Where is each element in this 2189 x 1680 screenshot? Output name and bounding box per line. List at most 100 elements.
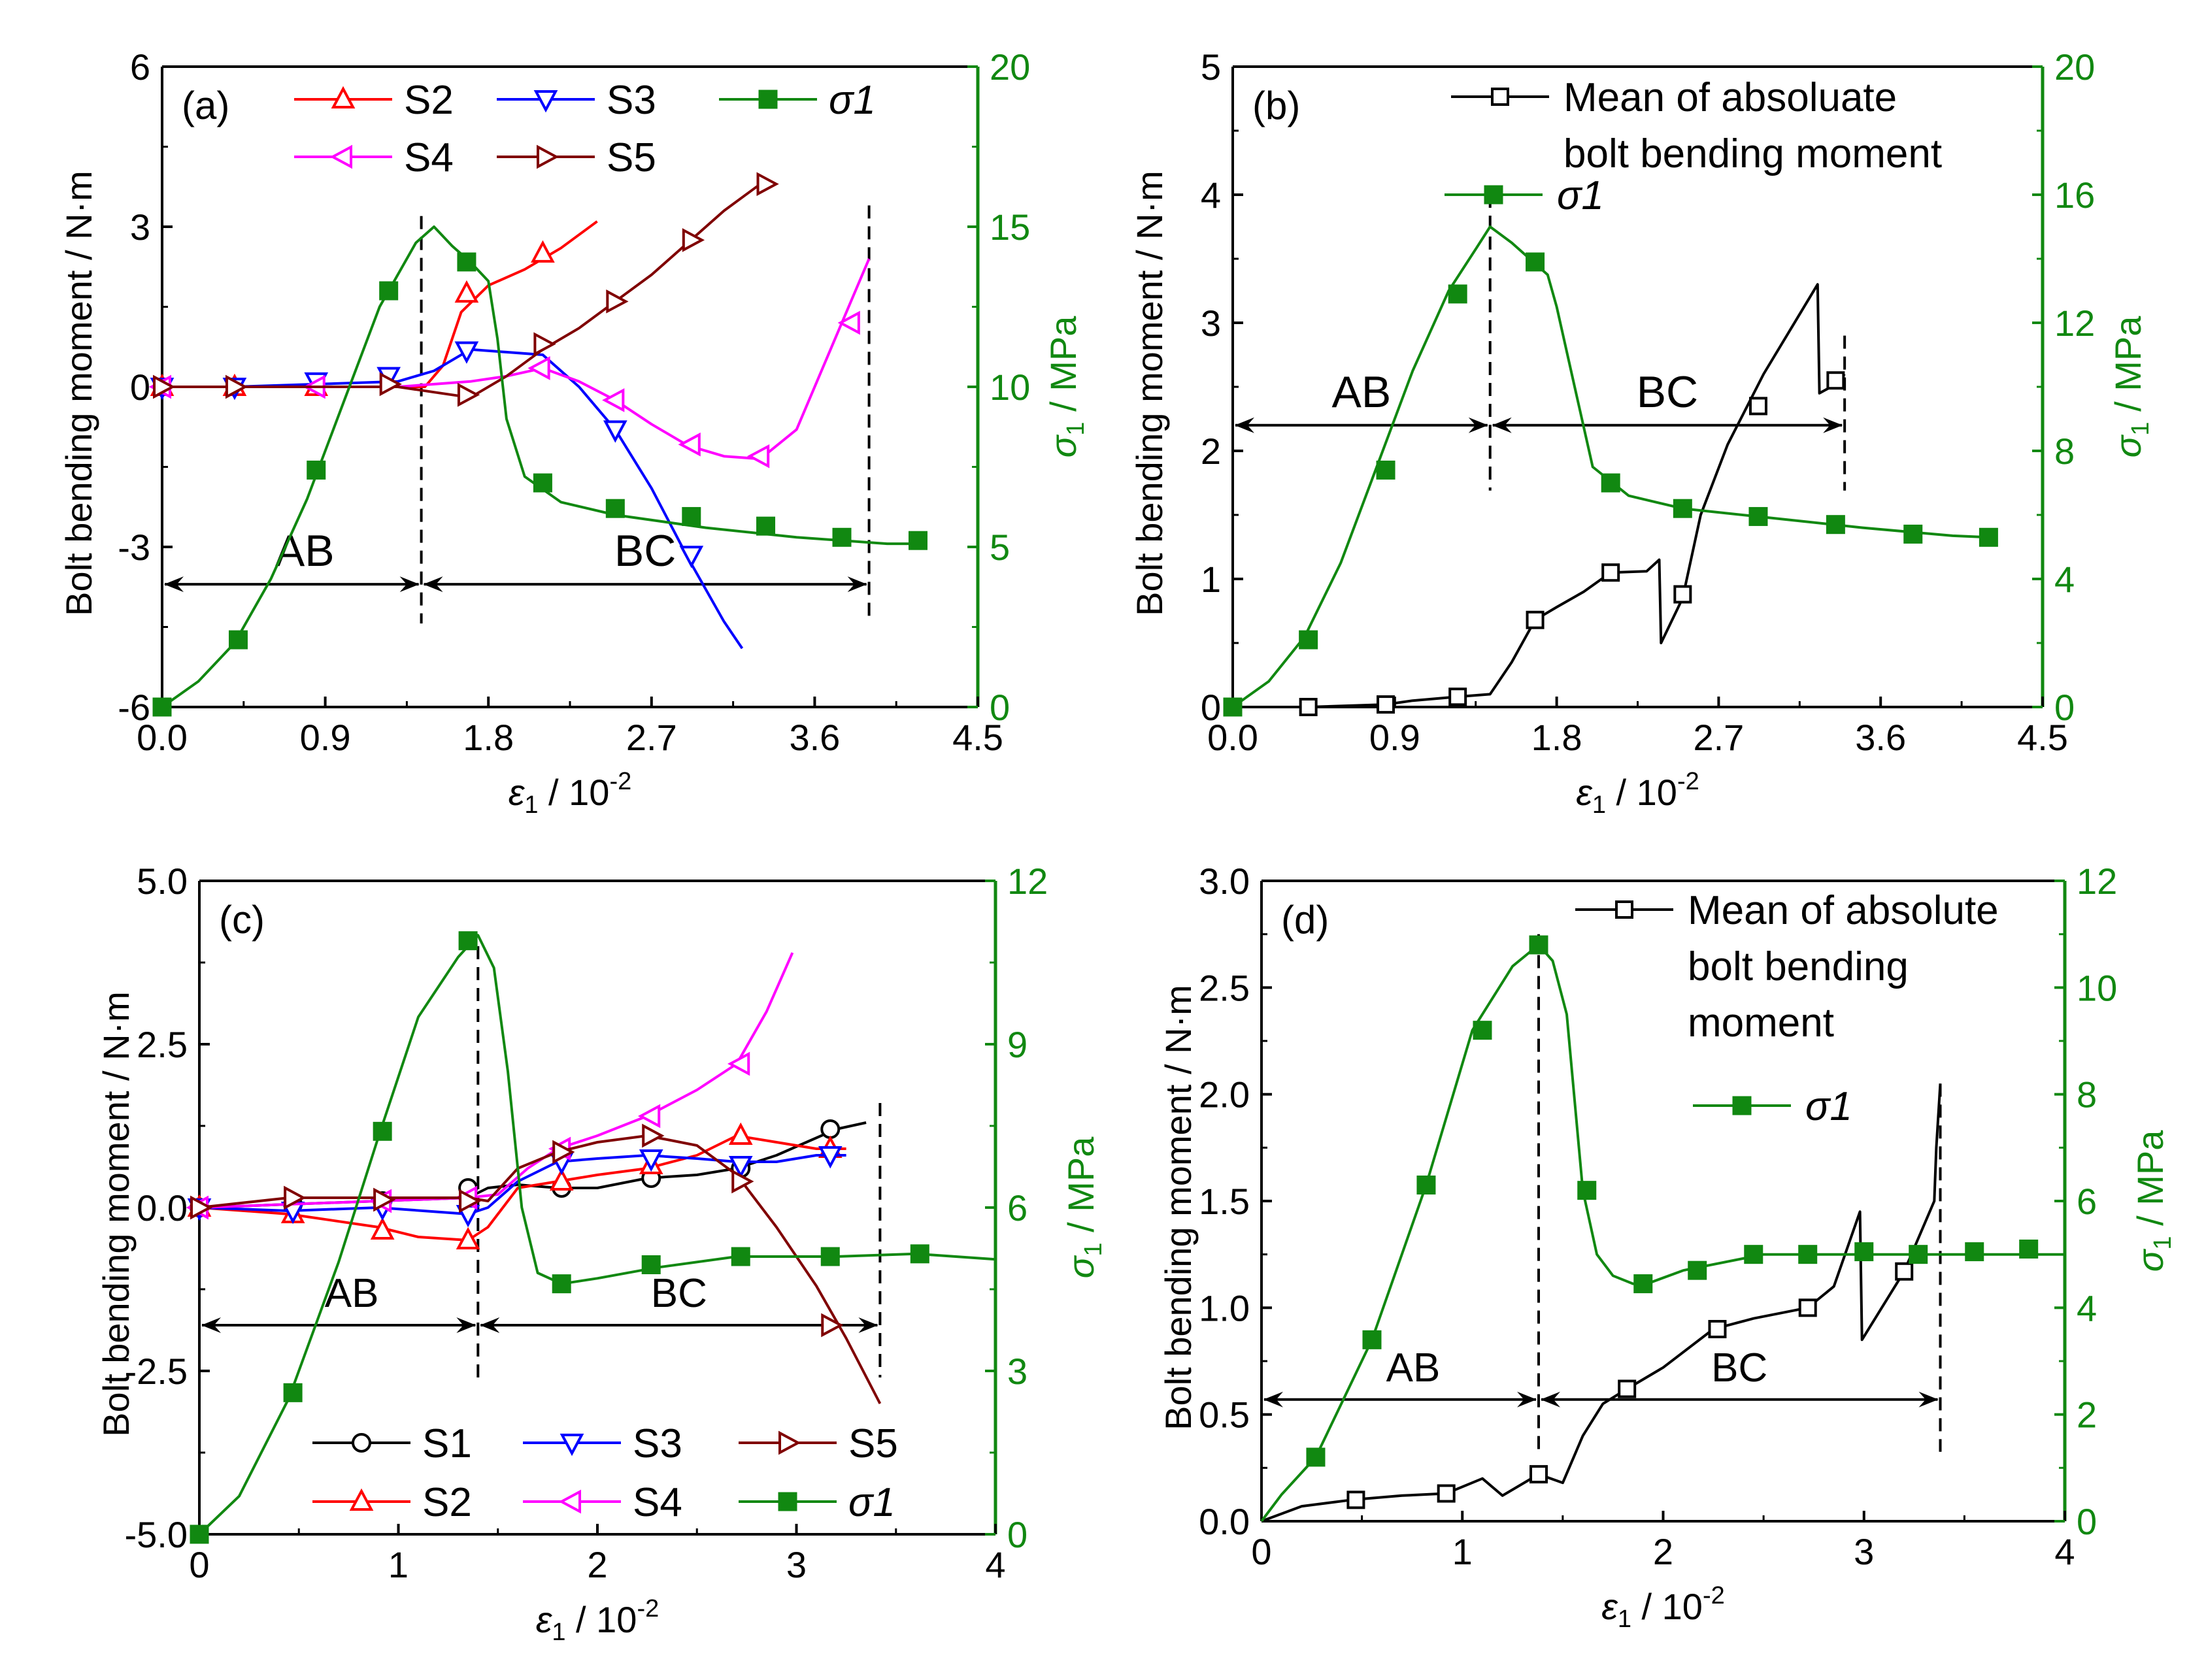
y-tick-label: 3 bbox=[130, 206, 150, 248]
y2-tick-label: 16 bbox=[2054, 174, 2095, 216]
x-tick-label: 0 bbox=[1251, 1531, 1271, 1572]
data-point-sigma bbox=[1376, 460, 1395, 480]
legend-marker bbox=[349, 1488, 374, 1511]
y-tick-label: -5.0 bbox=[125, 1514, 188, 1555]
y2-tick-label: 0 bbox=[2077, 1501, 2097, 1542]
data-point-sigma bbox=[1798, 1245, 1818, 1264]
y-tick-label: 6 bbox=[130, 46, 150, 88]
y-tick-label: 2.0 bbox=[1199, 1074, 1250, 1115]
y-tick-label: 1 bbox=[1201, 559, 1221, 600]
y2-tick-label: 9 bbox=[1007, 1024, 1028, 1065]
data-point-sigma bbox=[152, 697, 172, 717]
legend-label: bolt bending bbox=[1688, 944, 1909, 989]
data-point-S2 bbox=[456, 1227, 480, 1249]
x-axis-label: ε1 / 10-2 bbox=[1576, 768, 1699, 819]
data-point-sigma bbox=[373, 1121, 392, 1141]
legend-label: S4 bbox=[633, 1480, 682, 1525]
y2-tick-label: 15 bbox=[990, 206, 1030, 248]
y-tick-label: 1.5 bbox=[1199, 1181, 1250, 1222]
data-point-S5 bbox=[756, 172, 779, 197]
x-tick-label: 0.0 bbox=[137, 717, 188, 758]
stage-label-bc: BC bbox=[1711, 1345, 1767, 1391]
data-point-sigma bbox=[1748, 506, 1768, 526]
data-point-S4 bbox=[837, 310, 860, 335]
data-point-S4 bbox=[727, 1051, 750, 1076]
data-point-S5 bbox=[552, 1140, 575, 1164]
y-tick-label: 3.0 bbox=[1199, 861, 1250, 902]
series-line-S4 bbox=[162, 258, 871, 461]
x-tick-label: 4.5 bbox=[952, 717, 1003, 758]
x-axis-label: ε1 / 10-2 bbox=[536, 1595, 660, 1646]
data-point-sigma bbox=[552, 1274, 571, 1294]
x-axis-label: ε1 / 10-2 bbox=[1601, 1582, 1725, 1633]
data-point-sigma bbox=[1526, 252, 1545, 272]
data-point-mean bbox=[1437, 1484, 1456, 1503]
legend-label: S2 bbox=[422, 1480, 472, 1525]
y2-tick-label: 20 bbox=[2054, 46, 2095, 88]
data-point-mean bbox=[1526, 610, 1545, 629]
x-mid: / 10 bbox=[1606, 772, 1677, 813]
x-superscript: -2 bbox=[637, 1595, 659, 1622]
y2-unit: / MPa bbox=[1060, 1136, 1101, 1243]
y-axis-label: Bolt bending moment / N·m bbox=[58, 171, 99, 616]
data-point-S3 bbox=[728, 1156, 753, 1179]
x-tick-label: 0.0 bbox=[1207, 717, 1258, 758]
panel-label: (b) bbox=[1252, 84, 1300, 127]
y2-tick-label: 6 bbox=[2077, 1181, 2097, 1222]
stage-label-ab: AB bbox=[1332, 367, 1392, 417]
y2-tick-label: 6 bbox=[1007, 1187, 1028, 1228]
x-tick-label: 2.7 bbox=[1693, 717, 1744, 758]
data-point-mean bbox=[1299, 698, 1318, 716]
arrowhead bbox=[1235, 417, 1254, 433]
data-point-sigma bbox=[1306, 1447, 1326, 1467]
y-tick-label: 2.5 bbox=[137, 1024, 188, 1065]
data-point-sigma bbox=[307, 460, 326, 480]
legend-label: S3 bbox=[633, 1421, 682, 1466]
y2-tick-label: 10 bbox=[2077, 967, 2117, 1008]
data-point-sigma bbox=[1903, 524, 1923, 544]
data-point-sigma bbox=[1633, 1274, 1653, 1294]
x-tick-label: 3 bbox=[786, 1544, 807, 1585]
x-tick-label: 0.9 bbox=[300, 717, 351, 758]
y2-symbol: σ bbox=[2130, 1248, 2171, 1272]
y2-tick-label: 2 bbox=[2077, 1394, 2097, 1436]
data-point-S4 bbox=[527, 356, 550, 380]
y-tick-label: 3 bbox=[1201, 303, 1221, 344]
y-tick-label: 1.0 bbox=[1199, 1287, 1250, 1328]
data-point-mean bbox=[1673, 585, 1692, 604]
data-point-S5 bbox=[821, 1313, 844, 1338]
x-tick-label: 1 bbox=[388, 1544, 409, 1585]
data-point-mean bbox=[1895, 1262, 1914, 1281]
data-point-S4 bbox=[602, 388, 625, 412]
data-point-mean bbox=[1708, 1320, 1727, 1338]
legend-marker bbox=[758, 90, 778, 109]
x-symbol: ε bbox=[536, 1599, 553, 1640]
data-point-sigma bbox=[1965, 1242, 1984, 1262]
data-point-sigma bbox=[1909, 1245, 1928, 1264]
data-point-S4 bbox=[678, 432, 701, 457]
series-line-sigma bbox=[1231, 225, 1989, 708]
x-tick-label: 3.6 bbox=[789, 717, 840, 758]
data-point-S1 bbox=[820, 1119, 841, 1139]
data-point-sigma bbox=[820, 1247, 840, 1266]
y2-axis-label: σ1 / MPa bbox=[1060, 1136, 1107, 1279]
data-point-S3 bbox=[639, 1149, 663, 1172]
y-axis-label: Bolt bending moment / N·m bbox=[95, 991, 137, 1437]
y2-tick-label: 3 bbox=[1007, 1351, 1028, 1392]
legend-marker bbox=[331, 86, 356, 108]
y-tick-label: 0.5 bbox=[1199, 1394, 1250, 1436]
y2-axis-label: σ1 / MPa bbox=[2107, 316, 2154, 458]
arrowhead bbox=[1823, 417, 1843, 433]
data-point-sigma bbox=[379, 281, 399, 301]
y2-tick-label: 8 bbox=[2077, 1074, 2097, 1115]
legend-label: S1 bbox=[422, 1421, 472, 1466]
arrowhead bbox=[1541, 1391, 1561, 1408]
x-tick-label: 1.8 bbox=[463, 717, 514, 758]
data-point-S5 bbox=[225, 374, 248, 399]
arrowhead bbox=[858, 1317, 878, 1333]
data-point-S3 bbox=[603, 420, 627, 443]
data-point-sigma bbox=[1223, 697, 1243, 717]
arrowhead bbox=[480, 1317, 500, 1333]
y2-tick-label: 12 bbox=[2077, 861, 2117, 902]
data-point-sigma bbox=[1448, 284, 1467, 304]
